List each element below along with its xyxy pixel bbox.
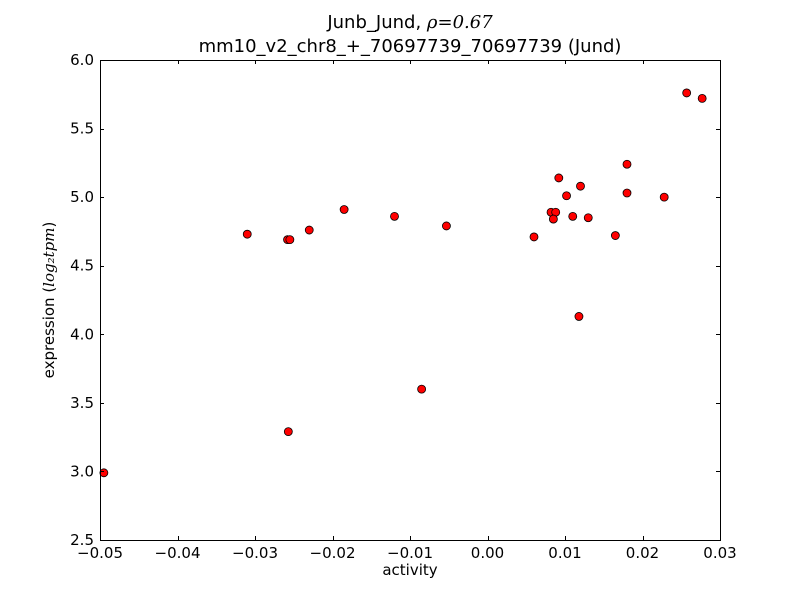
data-point — [339, 205, 349, 214]
data-point — [390, 211, 399, 221]
data-point — [442, 221, 451, 231]
y-axis-label-unit: log₂tpm — [40, 227, 58, 287]
x-tick-label: −0.05 — [77, 544, 123, 562]
data-point — [285, 235, 295, 245]
data-point — [529, 232, 539, 242]
data-point — [304, 225, 314, 235]
ticks-layer: −0.05 −0.04 −0.03 −0.02 −0.01 0.00 0.01 0.02 0.0… — [70, 51, 737, 562]
data-point — [659, 192, 669, 202]
y-tick-label: 4.0 — [70, 325, 94, 343]
y-tick-label: 3.5 — [70, 394, 94, 412]
data-point — [697, 94, 707, 103]
data-point — [568, 211, 578, 221]
y-tick-label: 5.5 — [70, 120, 94, 138]
y-axis-label-text: expression ( — [40, 286, 58, 379]
x-tick-label: 0.03 — [703, 544, 736, 562]
chart-title-text: Junb_Jund, — [327, 12, 427, 33]
data-point — [583, 213, 593, 223]
chart-title: Junb_Jund, ρ=0.67 — [100, 12, 720, 33]
chart-title-rho-value: =0.67 — [437, 12, 493, 33]
chart-title-rho-symbol: ρ — [426, 12, 438, 33]
x-tick-label: 0.01 — [548, 544, 581, 562]
x-axis-label: activity — [382, 561, 438, 579]
data-point — [242, 229, 252, 239]
data-point — [574, 312, 584, 321]
y-tick-label: 4.5 — [70, 257, 94, 275]
y-axis-label: expression (log₂tpm) — [40, 222, 58, 379]
x-tick-label: −0.02 — [310, 544, 356, 562]
data-point — [622, 159, 632, 169]
y-tick-label: 3.0 — [70, 462, 94, 480]
data-point — [682, 88, 692, 98]
data-point — [283, 427, 293, 437]
y-axis-label-close: ) — [40, 221, 58, 228]
data-point — [554, 173, 564, 183]
data-point — [622, 188, 632, 198]
x-tick-label: −0.01 — [387, 544, 433, 562]
points-layer — [99, 88, 707, 478]
x-tick-label: 0.00 — [471, 544, 504, 562]
y-tick-label: 5.0 — [70, 188, 94, 206]
data-point — [576, 181, 585, 191]
y-tick-label: 6.0 — [70, 51, 94, 69]
x-tick-label: 0.02 — [626, 544, 659, 562]
data-point — [610, 231, 620, 240]
data-point — [417, 384, 427, 394]
data-point — [562, 191, 571, 201]
data-point — [548, 214, 558, 224]
data-point — [99, 468, 109, 478]
x-tick-label: −0.03 — [232, 544, 278, 562]
axes-frame — [100, 60, 721, 541]
x-tick-label: −0.04 — [155, 544, 201, 562]
chart-subtitle: mm10_v2_chr8_+_70697739_70697739 (Jund) — [198, 36, 622, 57]
y-tick-label: 2.5 — [70, 531, 94, 549]
